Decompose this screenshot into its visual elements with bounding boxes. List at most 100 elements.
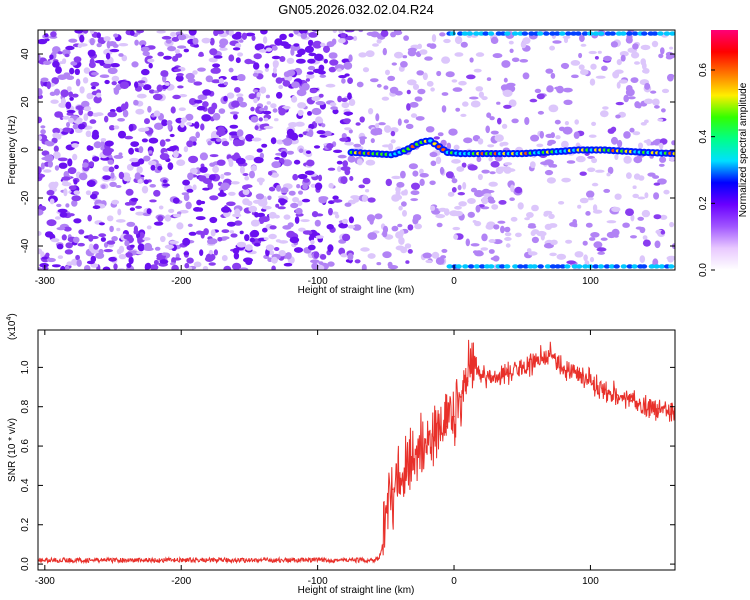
spectrogram-cell <box>189 167 198 174</box>
spectrogram-cell <box>358 52 367 58</box>
spectrogram-cell <box>269 225 277 230</box>
spectrogram-cell <box>451 187 457 193</box>
spectrogram-cell <box>99 74 110 78</box>
spectrogram-cell <box>595 169 605 173</box>
spectrogram-cell <box>38 135 43 141</box>
spectrogram-cell <box>632 193 639 199</box>
snr-point <box>630 400 633 402</box>
spectrogram-cell <box>469 57 474 63</box>
spectrogram-cell <box>389 86 399 94</box>
spectrogram-cell <box>642 239 651 247</box>
spectrogram-cell <box>38 54 41 61</box>
spectrogram-cell <box>100 237 106 242</box>
y-tick-label: 1.0 <box>20 360 31 374</box>
spectrogram-cell <box>528 223 536 228</box>
x-tick-label: -100 <box>308 276 328 287</box>
spectrogram-cell <box>77 242 85 247</box>
spectrogram-y-label: Frequency (Hz) <box>7 116 18 185</box>
band-edge-upper <box>473 31 480 36</box>
x-tick-label: -200 <box>171 576 191 587</box>
spectrogram-cell <box>477 173 483 181</box>
spectrogram-cell <box>219 189 224 197</box>
spectrogram-cell <box>220 182 230 190</box>
spectrogram-cell <box>208 262 216 266</box>
spectrogram-cell <box>562 87 573 93</box>
spectrogram-cell <box>409 101 419 108</box>
spectrogram-cell <box>187 223 193 227</box>
spectrogram-cell <box>497 220 506 224</box>
spectrogram-cell <box>263 125 274 130</box>
spectrogram-cell <box>157 215 164 222</box>
spectrogram-cell <box>338 222 348 229</box>
colorbar-tick-label: 0.4 <box>698 129 709 143</box>
spectrogram-cell <box>85 130 92 138</box>
spectrogram-cell <box>242 188 250 196</box>
snr-point <box>446 425 449 428</box>
spectrogram-cell <box>443 38 451 44</box>
spectrogram-cell <box>268 233 277 240</box>
spectrogram-cell <box>637 196 646 200</box>
spectrogram-cell <box>629 127 635 133</box>
band-edge-lower <box>446 264 453 269</box>
spectrogram-cell <box>321 123 326 128</box>
spectrogram-cell <box>211 79 222 84</box>
spectrogram-cell <box>457 192 465 196</box>
snr-point <box>521 366 523 369</box>
spectrogram-cell <box>268 171 273 176</box>
band-edge-lower <box>462 264 469 269</box>
spectrogram-cell <box>308 52 317 57</box>
spectrogram-cell <box>297 102 307 109</box>
spectrogram-cell <box>103 36 111 42</box>
spectrogram-cell <box>320 42 326 48</box>
band-edge-lower <box>597 264 605 269</box>
spectrogram-y-ticks: -40 -20 0 20 40 <box>20 48 675 253</box>
band-edge-upper <box>461 31 469 36</box>
spectrogram-cell <box>172 197 180 204</box>
spectrogram-cell <box>439 32 446 37</box>
spectrogram-cell <box>564 121 570 126</box>
spectrogram-cell <box>110 172 115 179</box>
spectrogram-cell <box>407 224 414 231</box>
snr-point <box>603 390 605 392</box>
spectrogram-cell <box>83 106 92 112</box>
spectrogram-cell <box>360 247 370 252</box>
spectrogram-cell <box>71 199 78 207</box>
spectrogram-cell <box>196 199 203 206</box>
spectrogram-cell <box>232 47 241 51</box>
band-edge-lower <box>658 264 665 269</box>
spectrogram-cell <box>524 217 530 221</box>
spectrogram-cell <box>424 56 433 61</box>
spectrogram-cell <box>133 229 139 235</box>
band-edge-lower <box>544 264 552 269</box>
spectrogram-cell <box>74 30 84 34</box>
spectrogram-cell <box>474 190 484 198</box>
spectrogram-cell <box>90 235 99 240</box>
spectrogram-cell <box>653 214 662 220</box>
spectrogram-cell <box>113 263 118 270</box>
spectrogram-cell <box>296 184 301 189</box>
spectrogram-cell <box>362 67 370 73</box>
spectrogram-cell <box>342 160 349 168</box>
spectrogram-cell <box>44 154 54 162</box>
band-edge-lower <box>640 264 648 269</box>
spectrogram-cell <box>47 160 54 168</box>
spectrogram-cell <box>148 160 157 166</box>
spectrogram-cell <box>397 118 402 126</box>
spectrogram-cell <box>350 195 360 200</box>
spectrogram-cell <box>172 257 182 261</box>
spectrogram-cell <box>366 31 376 36</box>
spectrogram-cell <box>340 176 348 185</box>
spectrogram-cell <box>637 216 644 221</box>
snr-y-multiplier-close: ) <box>7 313 18 316</box>
spectrogram-cell <box>290 48 295 56</box>
spectrogram-cell <box>63 72 71 77</box>
spectrogram-cell <box>376 83 382 88</box>
spectrogram-cell <box>192 184 197 191</box>
spectrogram-cell <box>305 150 312 154</box>
spectrogram-cell <box>358 184 366 189</box>
spectrogram-cell <box>467 198 476 204</box>
spectrogram-cell <box>76 259 82 267</box>
spectrogram-cell <box>291 95 298 103</box>
spectrogram-cell <box>233 152 240 160</box>
spectrogram-cell <box>375 113 380 122</box>
